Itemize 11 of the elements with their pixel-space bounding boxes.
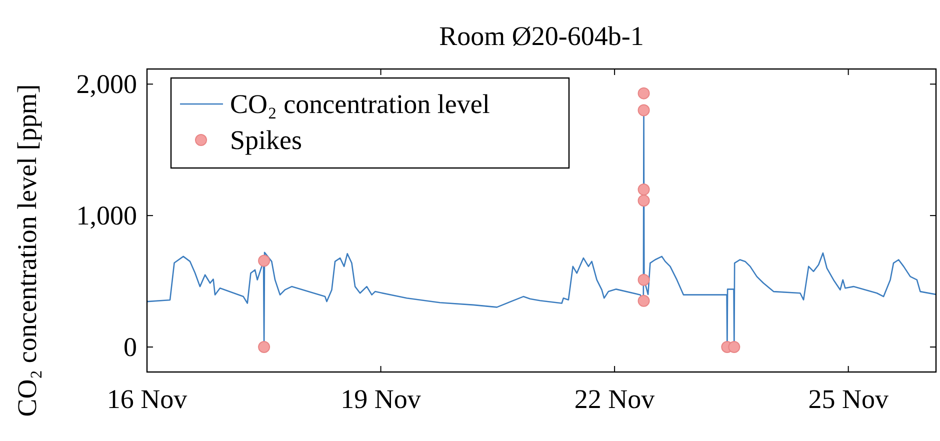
y-axis-title: CO₂ concentration level [ppm] [12, 84, 42, 417]
x-tick-label: 16 Nov [106, 384, 188, 414]
legend-label: Spikes [230, 125, 302, 155]
y-tick-label: 0 [124, 332, 137, 362]
x-tick-label: 22 Nov [574, 384, 656, 414]
chart-title: Room Ø20-604b-1 [439, 21, 644, 51]
y-tick-label: 2,000 [76, 69, 137, 100]
x-tick-label: 19 Nov [340, 384, 422, 414]
legend-label: CO₂ concentration level [230, 89, 490, 119]
y-tick-label: 1,000 [76, 200, 137, 231]
x-tick-label: 25 Nov [808, 384, 889, 414]
